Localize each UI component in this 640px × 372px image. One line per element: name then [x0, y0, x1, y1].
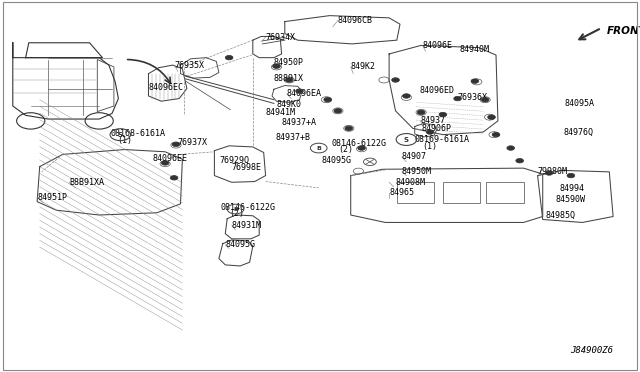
Text: 76936X: 76936X: [458, 93, 488, 102]
Text: 84950P: 84950P: [274, 58, 304, 67]
Circle shape: [170, 176, 178, 180]
Text: 76935X: 76935X: [174, 61, 204, 70]
Text: 84976Q: 84976Q: [563, 128, 593, 137]
Text: 76934X: 76934X: [266, 33, 296, 42]
Text: (1): (1): [422, 142, 437, 151]
Text: 849K2: 849K2: [351, 62, 376, 71]
Text: 84965: 84965: [389, 188, 414, 197]
Text: 84931M: 84931M: [232, 221, 262, 230]
Circle shape: [454, 96, 461, 101]
Text: 84907: 84907: [402, 153, 427, 161]
Circle shape: [345, 126, 353, 131]
Circle shape: [488, 115, 495, 119]
Text: B: B: [233, 206, 238, 212]
Circle shape: [296, 89, 303, 93]
Circle shape: [492, 132, 500, 137]
Text: 84950M: 84950M: [402, 167, 432, 176]
Text: 79980M: 79980M: [538, 167, 568, 176]
Circle shape: [471, 79, 479, 83]
Text: B: B: [316, 145, 321, 151]
Text: 84590W: 84590W: [556, 195, 586, 203]
Text: 08169-6161A: 08169-6161A: [415, 135, 470, 144]
Text: 84095A: 84095A: [564, 99, 595, 108]
Circle shape: [403, 94, 410, 98]
Text: 08146-6122G: 08146-6122G: [221, 203, 276, 212]
Text: 84994: 84994: [560, 185, 585, 193]
Text: 88891X: 88891X: [274, 74, 304, 83]
Text: S: S: [118, 132, 123, 138]
Bar: [486, 182, 524, 203]
Bar: [443, 182, 480, 203]
Text: 84908M: 84908M: [396, 178, 426, 187]
Circle shape: [567, 173, 575, 178]
Bar: [397, 182, 434, 203]
Text: 08146-6122G: 08146-6122G: [332, 139, 387, 148]
Circle shape: [516, 158, 524, 163]
Text: 84096CB: 84096CB: [338, 16, 373, 25]
Text: 76998E: 76998E: [232, 163, 262, 172]
Text: 84095G: 84095G: [225, 240, 255, 249]
Text: 08168-6161A: 08168-6161A: [110, 129, 165, 138]
Text: 84951P: 84951P: [37, 193, 67, 202]
Text: S: S: [404, 137, 409, 142]
Circle shape: [545, 171, 553, 175]
Text: 84095G: 84095G: [321, 156, 351, 165]
Text: 84096EE: 84096EE: [152, 154, 188, 163]
Text: 84906P: 84906P: [421, 124, 451, 133]
Circle shape: [358, 146, 365, 150]
Text: 76929Q: 76929Q: [220, 155, 250, 164]
Text: 84096EC: 84096EC: [148, 83, 184, 92]
Text: J84900Z6: J84900Z6: [570, 346, 613, 355]
Circle shape: [439, 112, 447, 117]
Text: (2): (2): [229, 209, 244, 218]
Circle shape: [481, 97, 489, 102]
Circle shape: [324, 97, 332, 102]
Text: 84937+A: 84937+A: [282, 118, 317, 127]
Text: 84940M: 84940M: [460, 45, 490, 54]
Circle shape: [172, 142, 180, 147]
Circle shape: [426, 130, 434, 134]
Text: 76937X: 76937X: [178, 138, 208, 147]
Circle shape: [161, 161, 169, 165]
Text: 849K0: 849K0: [276, 100, 301, 109]
Circle shape: [273, 64, 280, 68]
Circle shape: [507, 146, 515, 150]
Text: FRONT: FRONT: [607, 26, 640, 36]
Text: (1): (1): [117, 136, 132, 145]
Text: 84941M: 84941M: [266, 108, 296, 117]
Circle shape: [225, 55, 233, 60]
Circle shape: [417, 110, 425, 115]
Text: B8B91XA: B8B91XA: [69, 178, 104, 187]
Text: 84985Q: 84985Q: [545, 211, 575, 219]
Text: 84096ED: 84096ED: [419, 86, 454, 95]
Text: 84937+B: 84937+B: [275, 133, 310, 142]
Text: (2): (2): [338, 145, 353, 154]
Circle shape: [334, 109, 342, 113]
Text: 84096E: 84096E: [422, 41, 452, 50]
Circle shape: [285, 78, 293, 82]
Circle shape: [392, 78, 399, 82]
Text: 84096EA: 84096EA: [287, 89, 322, 98]
Text: 84937: 84937: [420, 116, 445, 125]
